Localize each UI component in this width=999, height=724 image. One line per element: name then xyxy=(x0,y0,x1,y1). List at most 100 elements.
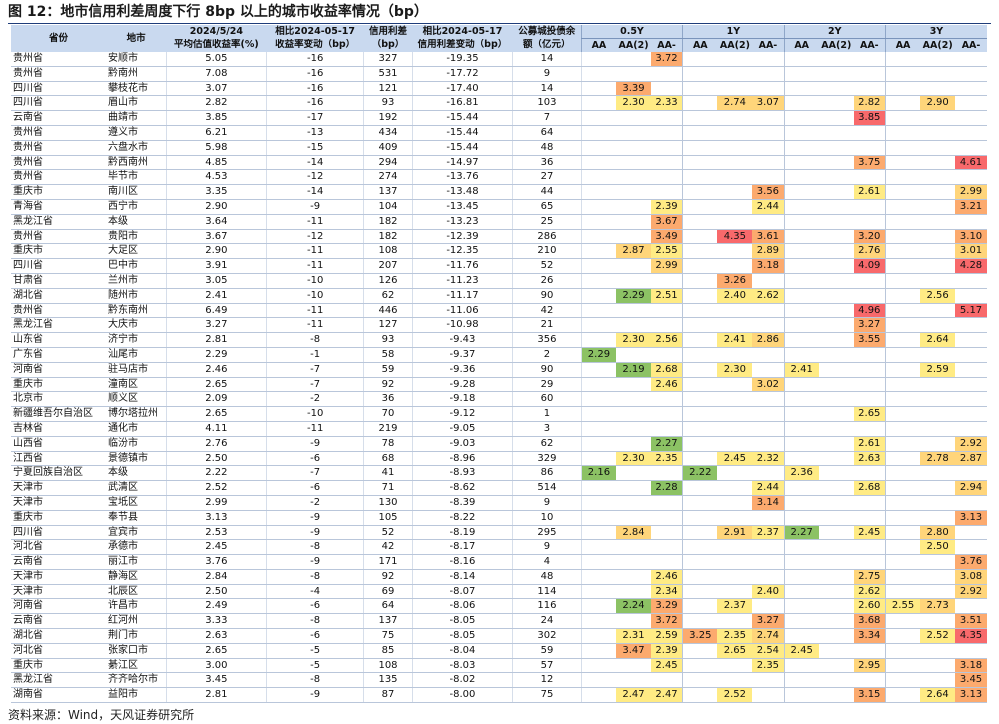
cell-yield-value xyxy=(616,436,651,452)
cell-yield-value xyxy=(853,510,886,526)
cell-yield-value xyxy=(682,95,718,112)
cell-yield-value xyxy=(955,66,987,82)
cell-yield-value: 2.22 xyxy=(682,465,718,482)
cell-yield-value xyxy=(884,480,921,496)
cell-yield-value: 3.34 xyxy=(853,628,886,644)
cell-spread-change: -17.72 xyxy=(412,66,514,82)
cell-city: 汕尾市 xyxy=(106,347,167,363)
table-row: 河南省 驻马店市 2.46 -7 59 -9.36 90 2.19 2.68 2.30 2.41 2.… xyxy=(11,362,987,378)
cell-yield-value xyxy=(580,317,617,334)
cell-yield-value xyxy=(752,436,785,452)
cell-yield-value xyxy=(650,169,683,186)
cell-yield-value xyxy=(783,377,819,393)
cell-yield-value: 2.99 xyxy=(955,184,987,200)
cell-yield-value xyxy=(616,303,651,319)
cell-city: 攀枝花市 xyxy=(106,81,167,97)
cell-balance: 103 xyxy=(512,95,582,112)
cell-yield: 3.91 xyxy=(166,258,268,274)
cell-yield-value xyxy=(717,243,753,260)
cell-yield-value xyxy=(717,169,753,186)
cell-yield-change: -5 xyxy=(266,643,365,659)
cell-yield: 2.84 xyxy=(166,569,268,585)
cell-yield-value xyxy=(717,66,753,82)
cell-yield-value xyxy=(580,303,617,319)
cell-province: 山西省 xyxy=(11,436,107,452)
cell-balance: 295 xyxy=(512,525,582,541)
cell-spread: 327 xyxy=(363,52,413,67)
cell-yield-value xyxy=(783,495,819,511)
cell-yield-value xyxy=(920,554,956,570)
cell-yield-value xyxy=(783,598,819,615)
cell-yield: 2.29 xyxy=(166,347,268,363)
cell-province: 宁夏回族自治区 xyxy=(11,465,107,482)
cell-yield-value xyxy=(920,52,956,67)
cell-yield-value xyxy=(818,258,854,274)
cell-spread-change: -15.44 xyxy=(412,125,514,141)
cell-yield-value xyxy=(783,569,819,585)
cell-yield-value xyxy=(752,421,785,437)
cell-yield-value xyxy=(752,465,785,482)
cell-yield-value xyxy=(752,52,785,67)
cell-yield-value xyxy=(853,539,886,556)
cell-yield-value xyxy=(818,643,854,659)
cell-yield-value xyxy=(650,554,683,570)
header-rating-aa-minus: AA- xyxy=(955,38,987,52)
cell-balance: 4 xyxy=(512,554,582,570)
cell-yield-value: 2.61 xyxy=(853,184,886,200)
cell-yield-value: 2.45 xyxy=(650,658,683,674)
cell-yield-value xyxy=(682,125,718,141)
cell-yield-value xyxy=(853,377,886,393)
cell-yield-value: 2.40 xyxy=(752,584,785,600)
cell-yield-value xyxy=(682,495,718,511)
cell-yield-value: 3.61 xyxy=(752,229,785,245)
cell-spread: 92 xyxy=(363,569,413,585)
cell-yield-value xyxy=(818,436,854,452)
cell-yield-value xyxy=(682,110,718,126)
cell-yield-change: -5 xyxy=(266,658,365,674)
table-row: 四川省 眉山市 2.82 -16 93 -16.81 103 2.30 2.33 2.74 3.07… xyxy=(11,95,987,112)
cell-city: 毕节市 xyxy=(106,169,167,186)
cell-yield-value: 2.56 xyxy=(920,288,956,304)
cell-balance: 64 xyxy=(512,125,582,141)
cell-yield-value xyxy=(783,628,819,644)
cell-yield-value xyxy=(818,480,854,496)
cell-yield-value xyxy=(955,317,987,334)
cell-yield-value: 2.44 xyxy=(752,199,785,215)
cell-yield-value xyxy=(884,377,921,393)
table-row: 贵州省 贵阳市 3.67 -12 182 -12.39 286 3.49 4.35 3.61 3.2… xyxy=(11,229,987,245)
cell-yield-value xyxy=(682,199,718,215)
cell-yield: 7.08 xyxy=(166,66,268,82)
cell-yield-value xyxy=(853,169,886,186)
cell-yield-value xyxy=(818,658,854,674)
cell-yield-value xyxy=(920,584,956,600)
cell-yield-value xyxy=(752,317,785,334)
cell-yield-value xyxy=(920,66,956,82)
cell-yield-value xyxy=(884,569,921,585)
cell-yield-value xyxy=(650,66,683,82)
cell-yield-value xyxy=(717,303,753,319)
cell-yield: 6.49 xyxy=(166,303,268,319)
cell-spread-change: -8.19 xyxy=(412,525,514,541)
table-row: 湖北省 荆门市 2.63 -6 75 -8.05 302 2.31 2.59 3.25 2.35 2.… xyxy=(11,628,987,644)
cell-yield-value: 2.92 xyxy=(955,436,987,452)
cell-city: 兰州市 xyxy=(106,273,167,289)
cell-yield-value: 2.31 xyxy=(616,628,651,644)
cell-spread: 78 xyxy=(363,436,413,452)
cell-yield-value xyxy=(717,465,753,482)
cell-city: 眉山市 xyxy=(106,95,167,112)
cell-yield-value xyxy=(580,199,617,215)
cell-yield-value xyxy=(783,52,819,67)
cell-yield-value: 3.25 xyxy=(682,628,718,644)
cell-yield-value xyxy=(580,332,617,348)
cell-yield-value xyxy=(955,273,987,289)
cell-yield-value xyxy=(818,362,854,378)
cell-yield-value xyxy=(580,628,617,644)
cell-yield-value xyxy=(616,155,651,171)
cell-yield-value xyxy=(818,199,854,215)
cell-yield-value: 2.41 xyxy=(783,362,819,378)
cell-balance: 36 xyxy=(512,155,582,171)
cell-yield: 2.90 xyxy=(166,199,268,215)
cell-yield-change: -7 xyxy=(266,377,365,393)
cell-yield-value xyxy=(616,539,651,556)
cell-yield-value xyxy=(955,377,987,393)
